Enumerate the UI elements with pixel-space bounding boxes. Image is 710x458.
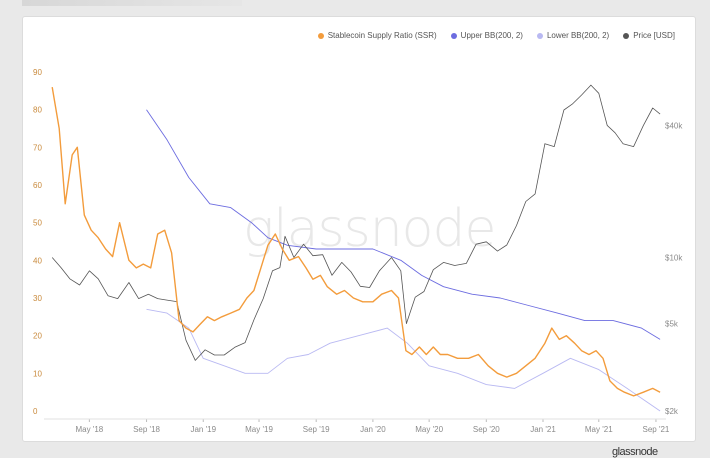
y-right-tick-label: $40k bbox=[665, 121, 683, 130]
legend-label-ssr: Stablecoin Supply Ratio (SSR) bbox=[327, 31, 437, 40]
legend-swatch-lower-bb bbox=[536, 32, 543, 39]
y-left-tick-label: 40 bbox=[33, 256, 42, 265]
legend-swatch-price bbox=[623, 32, 630, 39]
x-tick-label: Sep '18 bbox=[133, 425, 160, 434]
x-tick-label: Sep '19 bbox=[303, 425, 330, 434]
legend-swatch-upper-bb bbox=[450, 32, 457, 39]
x-tick-label: May '18 bbox=[75, 425, 103, 434]
x-tick-label: May '20 bbox=[415, 425, 443, 434]
upper-bb-line bbox=[146, 109, 661, 340]
x-tick-label: May '19 bbox=[245, 425, 273, 434]
y-left-tick-label: 10 bbox=[33, 369, 42, 378]
footer-logo: glassnode bbox=[612, 446, 658, 458]
y-left-tick-label: 0 bbox=[33, 407, 38, 416]
legend-label-price: Price [USD] bbox=[633, 31, 675, 40]
y-left-tick-label: 60 bbox=[33, 181, 42, 190]
y-left-tick-label: 50 bbox=[33, 219, 42, 228]
y-axis-right: $2k $5k $10k $40k bbox=[665, 121, 683, 416]
y-right-tick-label: $2k bbox=[665, 407, 679, 416]
x-tick-label: Sep '20 bbox=[473, 425, 500, 434]
legend-swatch-ssr bbox=[317, 32, 324, 39]
y-right-tick-label: $5k bbox=[665, 320, 679, 329]
lower-bb-line bbox=[146, 308, 661, 412]
price-line bbox=[51, 84, 661, 361]
legend-item-price[interactable]: Price [USD] bbox=[623, 31, 675, 40]
y-right-tick-label: $10k bbox=[665, 254, 683, 263]
cropped-title-strip bbox=[22, 0, 242, 6]
plot-area bbox=[51, 84, 661, 412]
legend-item-lower-bb[interactable]: Lower BB(200, 2) bbox=[536, 31, 610, 40]
y-axis-left: 0 10 20 30 40 50 60 70 80 90 bbox=[33, 68, 42, 416]
x-axis: May '18 Sep '18 Jan '19 May '19 Sep '19 Jan '… bbox=[44, 418, 670, 434]
legend-label-lower-bb: Lower BB(200, 2) bbox=[546, 31, 610, 40]
y-left-tick-label: 90 bbox=[33, 68, 42, 77]
legend-item-ssr[interactable]: Stablecoin Supply Ratio (SSR) bbox=[317, 31, 437, 40]
y-left-tick-label: 30 bbox=[33, 294, 42, 303]
y-left-tick-label: 70 bbox=[33, 143, 42, 152]
x-tick-label: Jan '19 bbox=[190, 425, 216, 434]
y-left-tick-label: 80 bbox=[33, 106, 42, 115]
chart-panel: Stablecoin Supply Ratio (SSR) Upper BB(2… bbox=[22, 16, 696, 442]
x-tick-label: May '21 bbox=[585, 425, 613, 434]
legend: Stablecoin Supply Ratio (SSR) Upper BB(2… bbox=[317, 31, 675, 40]
ssr-line bbox=[51, 86, 661, 397]
x-tick-label: Sep '21 bbox=[643, 425, 670, 434]
y-left-tick-label: 20 bbox=[33, 332, 42, 341]
x-tick-label: Jan '20 bbox=[360, 425, 386, 434]
x-tick-label: Jan '21 bbox=[530, 425, 556, 434]
legend-label-upper-bb: Upper BB(200, 2) bbox=[460, 31, 523, 40]
legend-item-upper-bb[interactable]: Upper BB(200, 2) bbox=[450, 31, 523, 40]
watermark: glassnode bbox=[243, 199, 495, 259]
